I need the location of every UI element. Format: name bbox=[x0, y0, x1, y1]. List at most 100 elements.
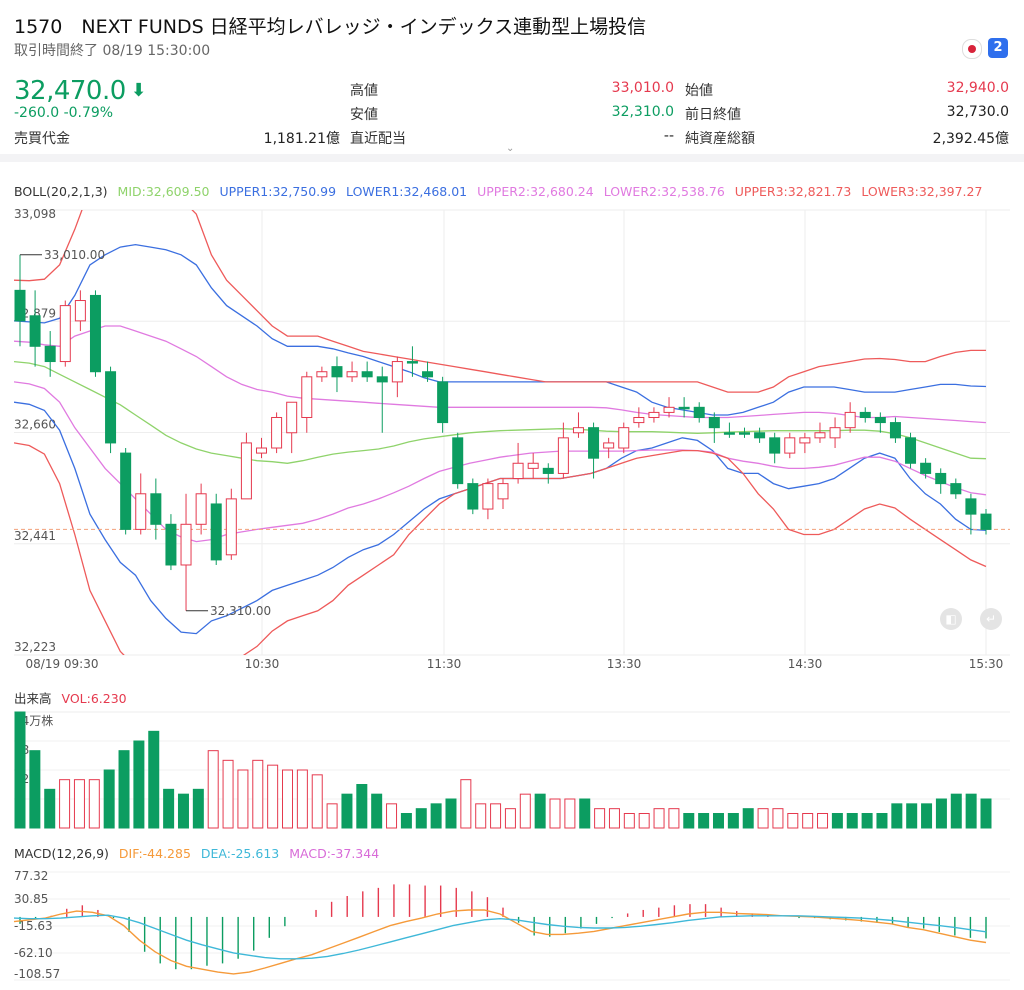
price-tick-label: 32,441 bbox=[14, 529, 56, 543]
volume-bar bbox=[757, 808, 769, 829]
candle-body bbox=[14, 289, 26, 322]
volume-bar bbox=[831, 813, 843, 829]
candle-body bbox=[437, 381, 449, 424]
market-status: 取引時間終了 08/19 15:30:00 bbox=[14, 43, 211, 59]
candle-body bbox=[391, 361, 403, 383]
candle-body bbox=[723, 432, 735, 435]
volume-bar bbox=[207, 750, 219, 829]
candle-body bbox=[165, 523, 177, 566]
candle-body bbox=[678, 406, 690, 410]
candle-body bbox=[74, 300, 86, 322]
boll-upper1: UPPER1:32,750.99 bbox=[219, 184, 337, 199]
candle-body bbox=[920, 462, 932, 474]
candle-body bbox=[935, 472, 947, 485]
price-tick-label: 33,098 bbox=[14, 207, 56, 221]
expand-chevron-icon[interactable]: ⌄ bbox=[506, 143, 515, 154]
price-tick-label: 32,223 bbox=[14, 640, 56, 654]
turnover-value: 1,181.21億 bbox=[263, 131, 340, 147]
japan-flag-icon bbox=[962, 39, 982, 59]
volume-bar bbox=[44, 788, 56, 829]
volume-bar bbox=[727, 813, 739, 829]
extreme-price-annotation: 32,310.00 bbox=[210, 604, 271, 618]
boll-lower1: LOWER1:32,468.01 bbox=[346, 184, 468, 199]
candle-body bbox=[331, 366, 343, 378]
down-arrow-icon: ⬇ bbox=[131, 80, 147, 101]
margin-badge-icon[interactable]: 2 bbox=[988, 38, 1008, 58]
boll-line-upper1 bbox=[14, 243, 987, 416]
volume-bar bbox=[504, 808, 516, 829]
macd-tick-label: 30.85 bbox=[14, 892, 48, 906]
candle-body bbox=[195, 493, 207, 525]
boll-line-upper2 bbox=[14, 325, 987, 424]
volume-bar bbox=[371, 793, 383, 829]
volume-bar bbox=[88, 779, 100, 829]
high-label: 高値 bbox=[350, 83, 378, 99]
high-value: 33,010.0 bbox=[611, 80, 674, 96]
macd-tick-label: -108.57 bbox=[14, 967, 60, 981]
candle-body bbox=[965, 498, 977, 515]
candle-body bbox=[950, 483, 962, 495]
boll-lower2: LOWER2:32,538.76 bbox=[603, 184, 725, 199]
volume-bar bbox=[490, 803, 502, 829]
candle-body bbox=[739, 432, 750, 435]
turnover-label: 売買代金 bbox=[14, 131, 70, 147]
candle-body bbox=[44, 345, 56, 363]
volume-bar bbox=[638, 813, 650, 829]
candle-body bbox=[361, 371, 373, 378]
volume-bar bbox=[29, 750, 41, 829]
candle-body bbox=[346, 371, 358, 378]
volume-bar bbox=[876, 813, 888, 829]
candle-body bbox=[572, 427, 584, 434]
volume-bar bbox=[59, 779, 71, 829]
candle-body bbox=[648, 411, 660, 418]
volume-bar bbox=[296, 769, 308, 829]
candle-body bbox=[633, 416, 645, 424]
nav-value: 2,392.45億 bbox=[932, 131, 1009, 147]
volume-bar bbox=[311, 774, 323, 829]
candle-body bbox=[376, 376, 388, 383]
low-value: 32,310.0 bbox=[611, 104, 674, 120]
volume-bar bbox=[430, 803, 442, 829]
candle-body bbox=[210, 503, 222, 561]
volume-bar bbox=[579, 798, 591, 829]
volume-bar bbox=[608, 808, 620, 829]
prev-close-value: 32,730.0 bbox=[946, 104, 1009, 120]
macd-tick-label: 77.32 bbox=[14, 869, 48, 883]
volume-bar bbox=[861, 813, 873, 829]
volume-bar bbox=[386, 803, 398, 829]
candle-body bbox=[256, 447, 267, 454]
volume-bar bbox=[935, 798, 947, 829]
candle-body bbox=[708, 416, 720, 429]
candle-body bbox=[905, 437, 917, 464]
candle-body bbox=[814, 432, 826, 439]
candle-body bbox=[859, 411, 871, 418]
volume-bar bbox=[133, 740, 145, 829]
candle-body bbox=[240, 442, 252, 500]
candle-body bbox=[874, 416, 886, 424]
candle-body bbox=[542, 467, 554, 474]
candle-body bbox=[497, 483, 509, 500]
volume-bar bbox=[846, 813, 858, 829]
boll-line-mid bbox=[14, 360, 987, 464]
nav-label: 純資産総額 bbox=[685, 131, 755, 147]
candle-body bbox=[59, 305, 71, 363]
volume-bar bbox=[177, 793, 189, 829]
chart-settings-icon[interactable]: ◧ bbox=[940, 608, 962, 630]
macd-dif: DIF:-44.285 bbox=[118, 846, 191, 861]
time-tick-label: 10:30 bbox=[245, 657, 280, 671]
candle-body bbox=[482, 483, 494, 510]
boll-line-upper3 bbox=[14, 210, 986, 393]
candle-body bbox=[135, 493, 147, 530]
time-tick-label: 14:30 bbox=[788, 657, 823, 671]
volume-bar bbox=[460, 779, 472, 829]
volume-bar bbox=[683, 813, 695, 829]
time-tick-label: 13:30 bbox=[607, 657, 642, 671]
volume-bar bbox=[148, 730, 160, 829]
macd-name: MACD(12,26,9) bbox=[14, 846, 109, 861]
security-title: 1570 NEXT FUNDS 日経平均レバレッジ・インデックス連動型上場投信 bbox=[14, 16, 647, 38]
volume-bar bbox=[549, 798, 561, 829]
candle-body bbox=[799, 437, 811, 444]
reset-view-icon[interactable]: ↵ bbox=[980, 608, 1002, 630]
candle-body bbox=[829, 427, 841, 439]
